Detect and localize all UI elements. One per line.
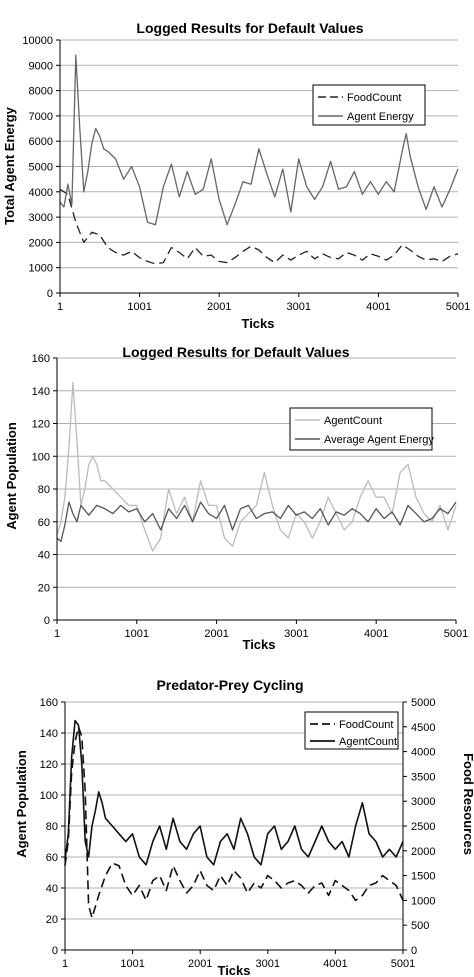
- legend: FoodCount Agent Energy: [312, 84, 426, 126]
- x-tick-label: 2001: [207, 301, 231, 313]
- legend: FoodCount AgentCount: [304, 711, 399, 750]
- y-tick-label: 160: [40, 697, 58, 709]
- x-axis-label: Ticks: [242, 637, 275, 652]
- x-tick-label: 2001: [204, 628, 228, 640]
- x-tick-label: 5001: [444, 628, 468, 640]
- y-tick-label: 140: [32, 386, 50, 398]
- series-line-agentcount: [56, 381, 457, 552]
- chart-predator-prey: Predator-Prey Cycling 020406080100120140…: [14, 677, 474, 977]
- y2-tick-label: 2500: [411, 821, 435, 833]
- legend-label-average-agent-energy: Average Agent Energy: [324, 434, 434, 446]
- y-tick-label: 120: [40, 759, 58, 771]
- y-tick-label: 0: [44, 615, 50, 627]
- y-tick-label: 10000: [22, 35, 53, 47]
- chart-title: Logged Results for Default Values: [136, 20, 363, 36]
- series-line-foodcount: [64, 726, 404, 919]
- legend-label-foodcount: FoodCount: [347, 92, 401, 104]
- x-tick-label: 1001: [125, 628, 149, 640]
- y-tick-label: 1000: [29, 263, 53, 275]
- legend: AgentCount Average Agent Energy: [289, 407, 434, 451]
- y-tick-label: 9000: [29, 60, 53, 72]
- legend-label-agentcount: AgentCount: [339, 736, 397, 748]
- y-tick-label: 120: [32, 419, 50, 431]
- chart-title: Predator-Prey Cycling: [156, 677, 303, 693]
- y-tick-label: 7000: [29, 111, 53, 123]
- x-tick-label: 5001: [391, 958, 415, 970]
- legend-label-agent-energy: Agent Energy: [347, 111, 414, 123]
- y-tick-label: 100: [32, 451, 50, 463]
- legend-label-foodcount: FoodCount: [339, 719, 393, 731]
- y2-tick-label: 0: [411, 945, 417, 957]
- series-line-agentcount: [64, 719, 404, 866]
- x-tick-label: 1: [62, 958, 68, 970]
- chart-title: Logged Results for Default Values: [122, 344, 349, 360]
- legend-box: [312, 84, 426, 126]
- x-tick-label: 2001: [188, 958, 212, 970]
- x-tick-label: 3001: [284, 628, 308, 640]
- x-tick-label: 1: [57, 301, 63, 313]
- y-tick-label: 8000: [29, 86, 53, 98]
- y-tick-label: 5000: [29, 162, 53, 174]
- y2-tick-label: 3500: [411, 771, 435, 783]
- series-line-foodcount: [59, 188, 459, 265]
- y-axis-label: Agent Population: [4, 422, 19, 530]
- x-tick-label: 4001: [364, 628, 388, 640]
- y-tick-label: 100: [40, 790, 58, 802]
- y-tick-label: 40: [38, 550, 50, 562]
- x-tick-label: 3001: [287, 301, 311, 313]
- y2-tick-label: 5000: [411, 697, 435, 709]
- x-axis-label: Ticks: [241, 316, 274, 330]
- y-tick-label: 6000: [29, 136, 53, 148]
- y-tick-label: 140: [40, 728, 58, 740]
- x-tick-label: 1001: [120, 958, 144, 970]
- y2-tick-label: 500: [411, 920, 429, 932]
- y2-tick-label: 2000: [411, 846, 435, 858]
- y2-tick-label: 4500: [411, 722, 435, 734]
- y-axis-label: Agent Population: [14, 750, 29, 858]
- legend-box: [289, 407, 433, 451]
- x-tick-label: 4001: [323, 958, 347, 970]
- y2-tick-label: 1500: [411, 871, 435, 883]
- x-axis-label: Ticks: [217, 963, 250, 977]
- y-tick-label: 20: [38, 582, 50, 594]
- y-tick-label: 80: [38, 484, 50, 496]
- legend-box: [304, 711, 399, 750]
- x-tick-label: 5001: [446, 301, 470, 313]
- y-tick-label: 2000: [29, 237, 53, 249]
- series-line-average-agent-energy: [56, 501, 457, 543]
- y-tick-label: 60: [38, 517, 50, 529]
- chart-total-agent-energy: Logged Results for Default Values 0 1000 2…: [2, 20, 470, 330]
- y-tick-label: 4000: [29, 187, 53, 199]
- series-line-agent-energy: [59, 54, 459, 226]
- x-tick-label: 1001: [127, 301, 151, 313]
- y2-tick-label: 3000: [411, 796, 435, 808]
- legend-label-agentcount: AgentCount: [324, 415, 382, 427]
- y-tick-label: 160: [32, 353, 50, 365]
- y-tick-label: 60: [46, 852, 58, 864]
- chart-agent-population: Logged Results for Default Values 0 20 40 6…: [4, 344, 468, 652]
- y-tick-label: 20: [46, 914, 58, 926]
- y2-tick-label: 1000: [411, 895, 435, 907]
- x-tick-label: 3001: [256, 958, 280, 970]
- y-tick-label: 0: [52, 945, 58, 957]
- y2-tick-label: 4000: [411, 747, 435, 759]
- y2-axis-label: Food Resources: [461, 753, 474, 855]
- x-tick-label: 4001: [366, 301, 390, 313]
- x-tick-label: 1: [54, 628, 60, 640]
- y-tick-label: 3000: [29, 212, 53, 224]
- y-axis-label: Total Agent Energy: [2, 106, 17, 225]
- y-tick-label: 40: [46, 883, 58, 895]
- y-tick-label: 80: [46, 821, 58, 833]
- y-tick-label: 0: [47, 288, 53, 300]
